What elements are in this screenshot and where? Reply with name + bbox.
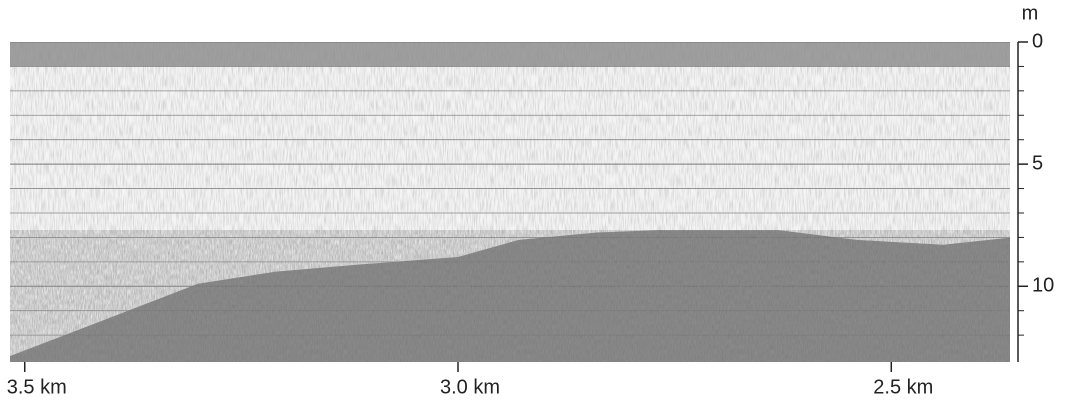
x-tick-label: 3.5 km xyxy=(7,376,67,398)
y-axis-label: m xyxy=(1022,2,1039,24)
y-tick-label: 5 xyxy=(1032,152,1043,174)
x-tick-label: 3.0 km xyxy=(440,376,500,398)
surface-band xyxy=(10,42,1010,66)
y-tick-label: 0 xyxy=(1032,30,1043,52)
x-tick-label: 2.5 km xyxy=(873,376,933,398)
echogram: 0 5 10 3.5 km 3.0 km 2.5 km m xyxy=(0,0,1066,406)
y-tick-label: 10 xyxy=(1032,275,1054,297)
